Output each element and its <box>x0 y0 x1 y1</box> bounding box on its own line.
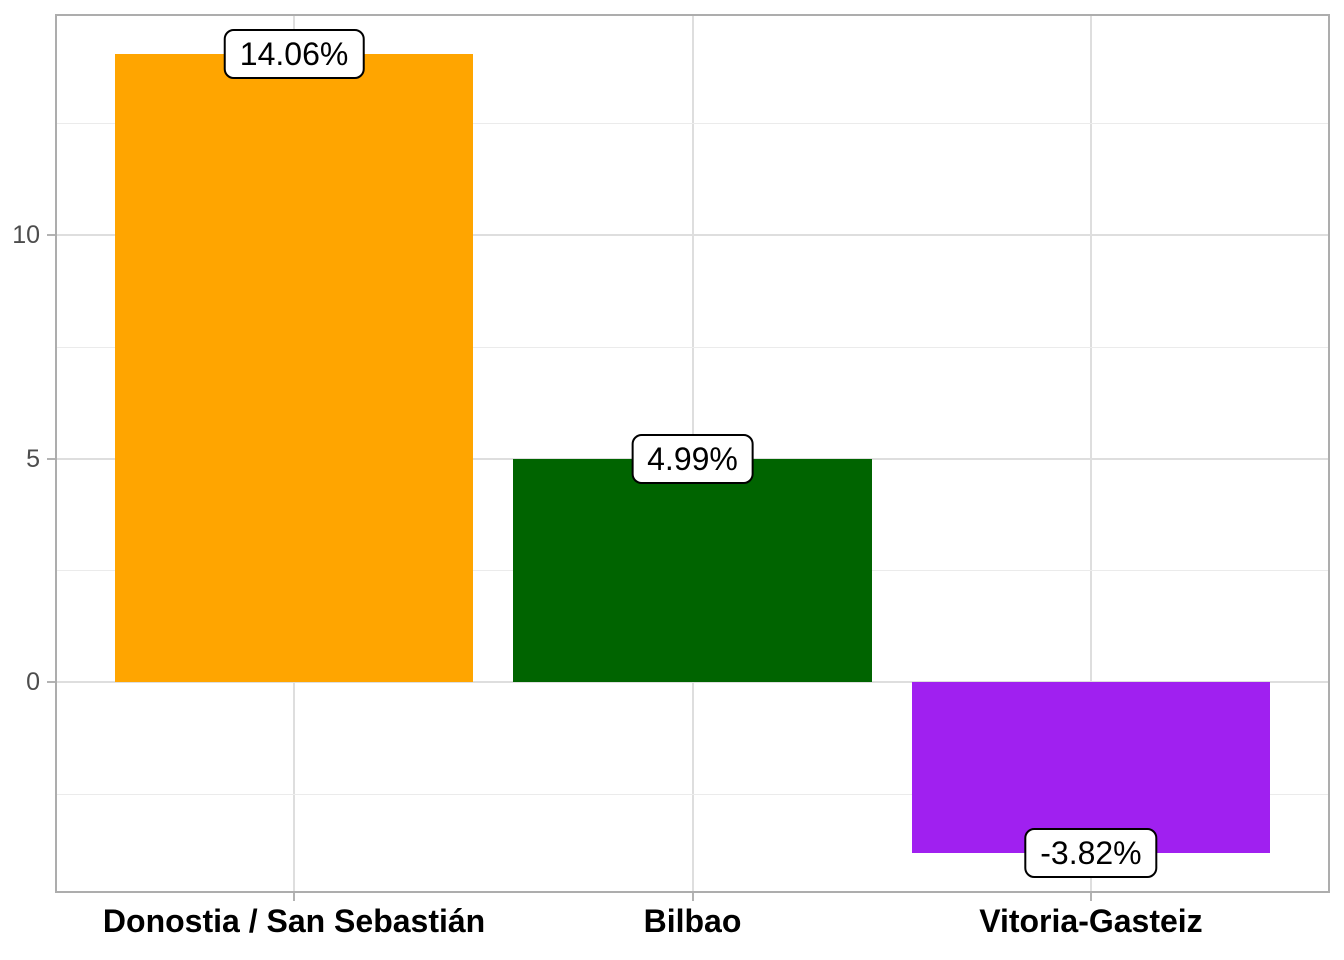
bar-value-label-bilbao: 4.99% <box>631 434 754 485</box>
gridline-y-minor <box>55 793 1330 795</box>
gridline-x-major <box>1089 14 1092 893</box>
y-axis-tick <box>47 457 55 460</box>
x-axis-tick <box>1089 893 1092 901</box>
y-axis-tick <box>47 681 55 684</box>
x-axis-label-donostia-san-sebastian: Donostia / San Sebastián <box>102 903 486 939</box>
bar-value-label-donostia-san-sebastian: 14.06% <box>223 28 365 79</box>
x-axis-tick <box>691 893 694 901</box>
bar-donostia-san-sebastian <box>114 53 474 683</box>
bar-bilbao <box>513 459 872 683</box>
gridline-y-major <box>55 681 1330 684</box>
bar-vitoria-gasteiz <box>911 682 1271 854</box>
x-axis-tick <box>293 893 296 901</box>
gridline-y-major <box>55 234 1330 237</box>
x-axis-label-bilbao: Bilbao <box>643 903 742 939</box>
gridline-y-minor <box>55 346 1330 348</box>
y-axis-tick <box>47 234 55 237</box>
y-axis-tick-label: 5 <box>26 444 40 473</box>
x-axis-label-vitoria-gasteiz: Vitoria-Gasteiz <box>979 903 1203 939</box>
gridline-y-minor <box>55 123 1330 125</box>
panel-border <box>55 14 1330 893</box>
bar-value-label-vitoria-gasteiz: -3.82% <box>1024 828 1158 879</box>
y-axis-tick-label: 0 <box>26 668 40 697</box>
y-axis-tick-label: 10 <box>12 221 40 250</box>
